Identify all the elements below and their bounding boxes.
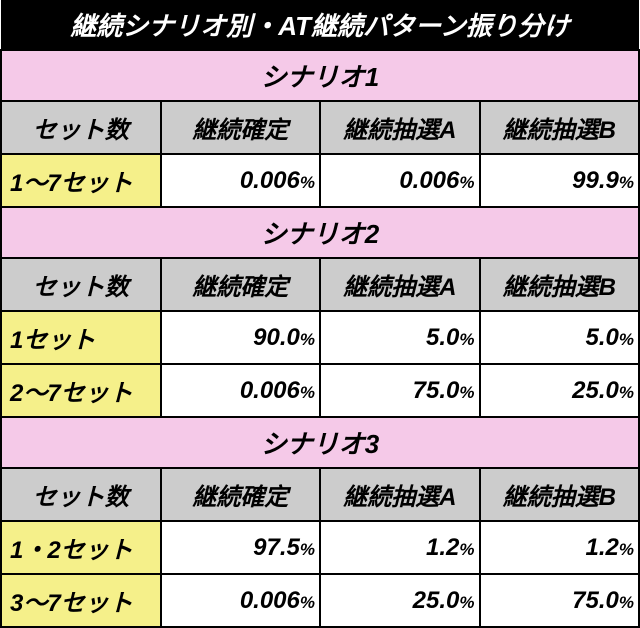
value-number: 25.0 xyxy=(413,587,460,614)
value-cell: 1.2% xyxy=(480,521,640,574)
value-cell: 0.006% xyxy=(320,154,480,207)
table-row: 2～7セット0.006%75.0%25.0% xyxy=(1,364,639,417)
value-cell: 97.5% xyxy=(161,521,321,574)
set-label: 1セット xyxy=(1,311,161,364)
table-row: 3～7セット0.006%25.0%75.0% xyxy=(1,574,639,627)
value-number: 0.006 xyxy=(399,167,459,194)
value-number: 5.0 xyxy=(586,324,619,351)
column-header: 継続抽選A xyxy=(320,258,480,311)
value-cell: 90.0% xyxy=(161,311,321,364)
scenario-header: シナリオ3 xyxy=(1,417,639,468)
percent-symbol: % xyxy=(300,173,315,192)
value-number: 5.0 xyxy=(426,324,459,351)
table-row: 1～7セット0.006%0.006%99.9% xyxy=(1,154,639,207)
value-number: 75.0 xyxy=(572,587,619,614)
column-header: 継続確定 xyxy=(161,101,321,154)
column-header: セット数 xyxy=(1,101,161,154)
title-row: 継続シナリオ別・AT継続パターン振り分け xyxy=(1,0,639,50)
column-header: 継続抽選B xyxy=(480,468,640,521)
value-number: 99.9 xyxy=(572,167,619,194)
percent-symbol: % xyxy=(300,540,315,559)
percent-symbol: % xyxy=(300,330,315,349)
table-row: 1・2セット97.5%1.2%1.2% xyxy=(1,521,639,574)
scenario-header: シナリオ2 xyxy=(1,207,639,258)
set-label: 3～7セット xyxy=(1,574,161,627)
set-label: 1・2セット xyxy=(1,521,161,574)
column-header-row: セット数継続確定継続抽選A継続抽選B xyxy=(1,101,639,154)
column-header-row: セット数継続確定継続抽選A継続抽選B xyxy=(1,468,639,521)
column-header: 継続抽選A xyxy=(320,101,480,154)
column-header: 継続確定 xyxy=(161,468,321,521)
percent-symbol: % xyxy=(459,383,474,402)
column-header-row: セット数継続確定継続抽選A継続抽選B xyxy=(1,258,639,311)
value-cell: 5.0% xyxy=(320,311,480,364)
percent-symbol: % xyxy=(300,593,315,612)
value-cell: 25.0% xyxy=(320,574,480,627)
value-cell: 1.2% xyxy=(320,521,480,574)
value-number: 75.0 xyxy=(413,377,460,404)
column-header: 継続確定 xyxy=(161,258,321,311)
percent-symbol: % xyxy=(459,593,474,612)
scenario-name: シナリオ1 xyxy=(1,50,639,101)
value-cell: 0.006% xyxy=(161,574,321,627)
column-header: セット数 xyxy=(1,258,161,311)
column-header: 継続抽選A xyxy=(320,468,480,521)
value-number: 90.0 xyxy=(253,324,300,351)
value-cell: 5.0% xyxy=(480,311,640,364)
set-label: 1～7セット xyxy=(1,154,161,207)
column-header: セット数 xyxy=(1,468,161,521)
percent-symbol: % xyxy=(300,383,315,402)
value-cell: 25.0% xyxy=(480,364,640,417)
value-number: 25.0 xyxy=(572,377,619,404)
value-number: 97.5 xyxy=(253,534,300,561)
percent-symbol: % xyxy=(619,330,634,349)
value-number: 0.006 xyxy=(240,587,300,614)
value-cell: 0.006% xyxy=(161,364,321,417)
table-title: 継続シナリオ別・AT継続パターン振り分け xyxy=(1,0,639,50)
value-number: 1.2 xyxy=(586,534,619,561)
percent-symbol: % xyxy=(619,593,634,612)
value-cell: 75.0% xyxy=(320,364,480,417)
value-number: 0.006 xyxy=(240,377,300,404)
scenario-name: シナリオ2 xyxy=(1,207,639,258)
percent-symbol: % xyxy=(459,330,474,349)
table-row: 1セット90.0%5.0%5.0% xyxy=(1,311,639,364)
percent-symbol: % xyxy=(459,173,474,192)
distribution-table: 継続シナリオ別・AT継続パターン振り分け シナリオ1セット数継続確定継続抽選A継… xyxy=(0,0,640,628)
value-cell: 75.0% xyxy=(480,574,640,627)
value-number: 1.2 xyxy=(426,534,459,561)
value-cell: 99.9% xyxy=(480,154,640,207)
column-header: 継続抽選B xyxy=(480,101,640,154)
set-label: 2～7セット xyxy=(1,364,161,417)
percent-symbol: % xyxy=(619,540,634,559)
percent-symbol: % xyxy=(459,540,474,559)
scenario-header: シナリオ1 xyxy=(1,50,639,101)
percent-symbol: % xyxy=(619,383,634,402)
value-cell: 0.006% xyxy=(161,154,321,207)
scenario-name: シナリオ3 xyxy=(1,417,639,468)
column-header: 継続抽選B xyxy=(480,258,640,311)
percent-symbol: % xyxy=(619,173,634,192)
value-number: 0.006 xyxy=(240,167,300,194)
